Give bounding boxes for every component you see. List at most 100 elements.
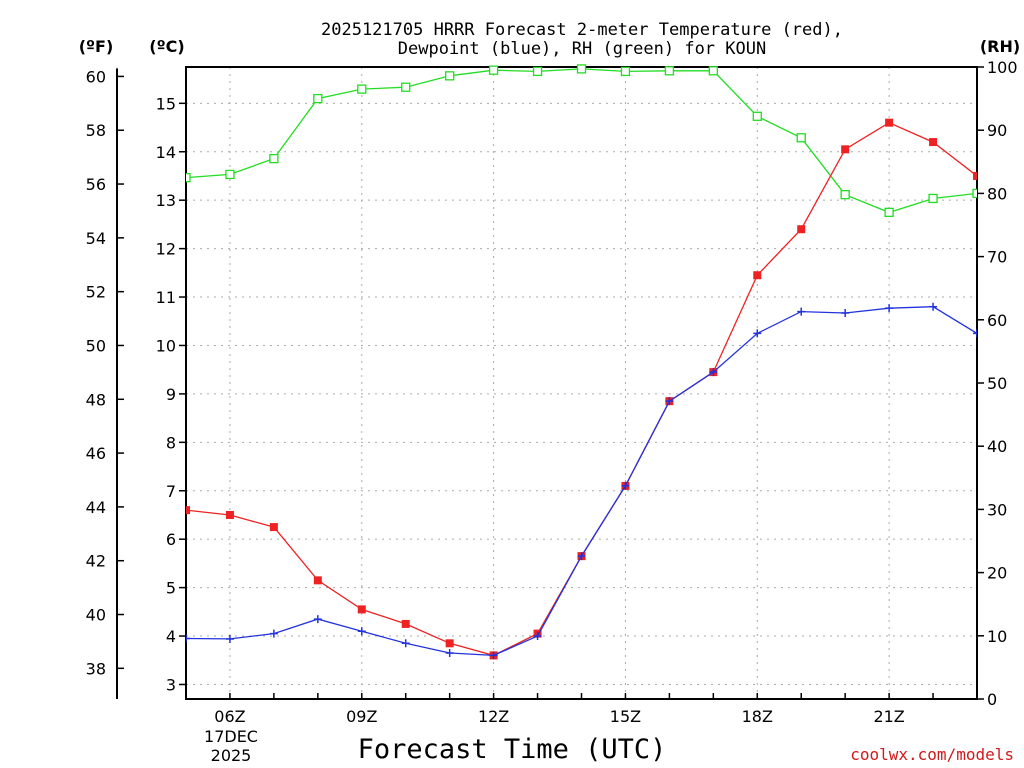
celsius-tick-label: 12 [156,240,176,259]
temperature-point [929,138,938,147]
temperature-point [797,225,806,234]
date-label-day: 17DEC [204,727,258,746]
x-tick-label: 21Z [873,707,904,726]
dewpoint-point [577,552,586,561]
dewpoint-point [797,307,806,316]
rh-tick-label: 10 [987,627,1007,646]
rh-point [269,153,279,164]
dewpoint-point [621,481,630,490]
series-layer [186,64,977,660]
celsius-tick-label: 9 [166,385,176,404]
rh-tick-label: 70 [987,248,1007,267]
x-tick-label: 12Z [478,707,509,726]
dewpoint-series-line [186,306,977,657]
rh-point [357,84,367,94]
temperature-series-line [186,121,977,657]
rh-point [225,169,235,180]
dewpoint-point [973,329,977,338]
temperature-point [269,523,278,532]
rh-point [752,111,762,121]
celsius-tick-label: 5 [166,579,176,598]
celsius-unit-label: (ºC) [149,37,184,56]
dewpoint-point [357,627,366,636]
rh-tick-label: 60 [987,311,1007,330]
celsius-tick-label: 6 [166,530,176,549]
dewpoint-point [401,639,410,648]
rh-tick-label: 30 [987,500,1007,519]
dewpoint-point [186,634,190,643]
celsius-tick-label: 13 [156,191,176,210]
temperature-point [186,506,190,515]
fahrenheit-tick-label: 60 [86,67,106,86]
x-axis-label: Forecast Time (UTC) [358,734,667,765]
chart-title-line-2: Dewpoint (blue), RH (green) for KOUN [398,39,766,59]
fahrenheit-unit-label: (ºF) [79,37,114,56]
celsius-tick-label: 4 [166,627,176,646]
temperature-point [973,171,977,180]
temperature-point [753,271,762,280]
temperature-point [225,510,234,519]
rh-point [664,66,675,76]
rh-point [620,66,631,77]
rh-point [445,71,455,81]
x-tick-label: 06Z [214,707,245,726]
rh-tick-label: 0 [987,690,997,709]
rh-tick-label: 40 [987,437,1007,456]
dewpoint-point [929,302,938,311]
rh-tick-label: 90 [987,121,1007,140]
celsius-tick-label: 7 [166,482,176,501]
grid [186,67,977,699]
celsius-tick-label: 15 [156,94,176,113]
fahrenheit-tick-label: 44 [86,498,106,517]
dewpoint-point [489,651,498,660]
temperature-point [401,619,410,628]
temperature-point [885,118,894,127]
fahrenheit-tick-label: 46 [86,444,106,463]
x-tick-label: 18Z [742,707,773,726]
dewpoint-point [841,309,850,318]
x-tick-label: 09Z [346,707,377,726]
dewpoint-point [445,648,454,657]
rh-tick-label: 80 [987,184,1007,203]
dewpoint-point [533,632,542,641]
credit-text: coolwx.com/models [850,745,1014,764]
fahrenheit-tick-label: 40 [86,606,106,625]
rh-point [488,65,499,75]
temperature-point [841,145,850,154]
dewpoint-point [269,629,278,638]
dewpoint-point [225,634,234,643]
rh-point [884,207,894,218]
celsius-tick-label: 3 [166,675,176,694]
plot-frame [185,66,978,700]
rh-point [313,93,323,104]
x-tick-label: 15Z [610,707,641,726]
celsius-tick-label: 8 [166,433,176,452]
fahrenheit-tick-label: 54 [86,229,106,248]
rh-tick-label: 50 [987,374,1007,393]
temperature-point [313,576,322,585]
rh-point [186,172,191,183]
temperature-point [357,605,366,614]
fahrenheit-tick-label: 50 [86,336,106,355]
rh-point [576,64,587,74]
rh-point [796,133,806,143]
dewpoint-point [753,329,762,338]
dewpoint-point [709,368,718,377]
rh-point [972,188,977,199]
celsius-tick-label: 10 [156,336,176,355]
celsius-tick-label: 14 [156,143,176,162]
rh-tick-label: 100 [987,58,1018,77]
celsius-tick-label: 11 [156,288,176,307]
fahrenheit-tick-label: 52 [86,283,106,302]
rh-point [708,66,718,76]
fahrenheit-tick-label: 38 [86,659,106,678]
fahrenheit-tick-label: 58 [86,121,106,140]
rh-point [532,66,543,77]
fahrenheit-tick-label: 48 [86,390,106,409]
date-label-year: 2025 [211,746,252,765]
rh-point [401,82,411,92]
dewpoint-point [665,397,674,406]
fahrenheit-tick-label: 56 [86,175,106,194]
rh-unit-label: (RH) [980,37,1020,56]
